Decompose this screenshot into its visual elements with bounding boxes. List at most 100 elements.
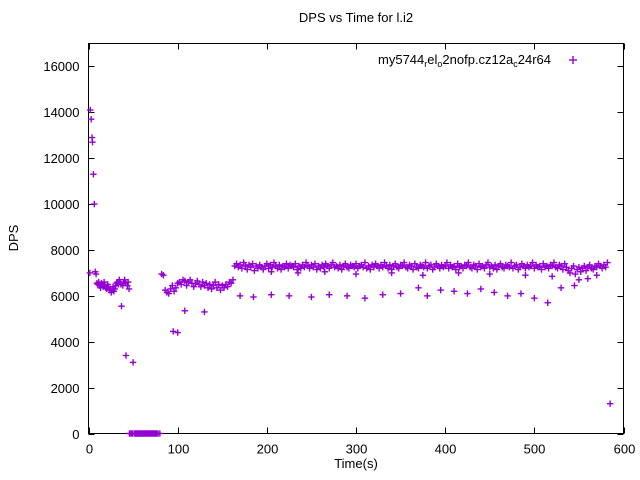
x-axis-ticks: 0 100 200 300 400 500 600 (86, 43, 636, 457)
data-point (203, 280, 210, 287)
y-tick-label: 16000 (43, 59, 79, 74)
data-point (292, 260, 299, 267)
y-tick-label: 10000 (43, 197, 79, 212)
data-point (468, 265, 476, 272)
legend-entry-label: my5744relo2nofp.cz12ac24r64 (378, 52, 551, 69)
data-point (384, 265, 392, 272)
data-point (379, 263, 386, 271)
data-point (210, 282, 217, 289)
data-point (424, 292, 431, 300)
data-point (557, 284, 565, 292)
data-point (263, 260, 271, 267)
data-point (604, 259, 611, 266)
data-point (463, 262, 470, 270)
data-point (575, 263, 583, 271)
data-point (445, 265, 452, 272)
data-point (169, 282, 176, 289)
data-point (415, 265, 422, 272)
data-point (352, 260, 360, 267)
data-point (566, 269, 574, 277)
data-point (563, 263, 570, 271)
y-tick-label: 4000 (51, 335, 80, 350)
data-point (531, 294, 538, 302)
data-point (586, 261, 593, 269)
data-point (557, 262, 565, 270)
data-point (375, 265, 383, 272)
data-point (199, 278, 206, 286)
plot-frame (88, 43, 624, 434)
data-point (455, 269, 462, 277)
data-point (100, 278, 108, 286)
data-point (415, 284, 422, 292)
data-point (381, 259, 388, 266)
chart-legend[interactable]: my5744relo2nofp.cz12ac24r64 (378, 52, 577, 69)
data-point (491, 261, 499, 269)
data-point (250, 293, 257, 301)
data-point (178, 281, 185, 288)
data-point (491, 289, 498, 296)
data-point (111, 285, 119, 293)
data-point (504, 292, 511, 300)
y-tick-label: 6000 (51, 289, 80, 304)
data-point (593, 272, 600, 279)
data-point (86, 269, 94, 277)
data-point (186, 276, 194, 283)
data-point (174, 329, 181, 336)
data-point (170, 288, 178, 295)
data-point (559, 266, 567, 273)
data-point (397, 290, 404, 297)
data-point (211, 278, 219, 286)
data-point (254, 265, 262, 272)
data-point (437, 286, 444, 294)
data-point (554, 265, 561, 272)
data-point (268, 268, 275, 275)
data-point (465, 259, 472, 266)
x-tick-label: 200 (257, 442, 279, 457)
legend-marker-plus-icon (569, 56, 577, 64)
data-point (400, 259, 408, 266)
data-point (268, 263, 276, 271)
data-point (464, 290, 471, 297)
data-point (281, 263, 288, 271)
data-point (220, 284, 228, 292)
data-point (454, 260, 461, 267)
data-point (529, 259, 536, 266)
data-point (204, 284, 212, 292)
data-point (602, 263, 609, 271)
data-point (513, 261, 520, 269)
data-point (213, 284, 221, 292)
y-tick-label: 14000 (43, 105, 79, 120)
data-point (506, 263, 513, 271)
data-point (89, 138, 96, 146)
data-point (507, 259, 515, 266)
data-point (122, 352, 130, 359)
data-point (283, 260, 290, 267)
data-point (409, 266, 417, 273)
x-tick-label: 300 (346, 442, 368, 457)
data-point (408, 262, 415, 270)
data-points-layer (86, 106, 614, 437)
data-point (172, 284, 180, 292)
data-point (265, 265, 272, 272)
data-point (379, 291, 386, 298)
data-point (548, 273, 556, 280)
data-point (125, 285, 133, 293)
data-point (293, 266, 301, 273)
data-point (302, 259, 310, 266)
data-point (311, 260, 319, 267)
data-point (484, 259, 492, 266)
data-point (345, 265, 353, 272)
data-point (268, 291, 275, 298)
data-point (334, 265, 342, 272)
data-point (486, 270, 493, 278)
data-point (548, 262, 556, 270)
data-point (351, 263, 358, 271)
data-point (411, 260, 419, 267)
data-point (326, 265, 333, 272)
x-tick-label: 600 (614, 442, 636, 457)
data-point (450, 262, 458, 270)
data-point (550, 259, 558, 266)
data-point (490, 265, 497, 272)
data-point (190, 283, 197, 290)
